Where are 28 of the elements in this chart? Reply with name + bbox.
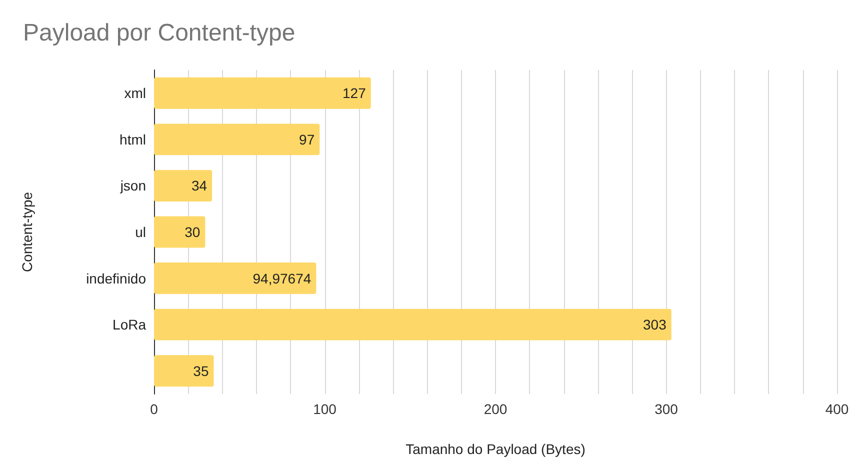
data-label: 35 [193,362,209,379]
bar [154,170,212,202]
data-label: 30 [184,224,200,240]
y-tick-label: indefinido [86,270,146,286]
x-tick-label: 0 [150,401,158,417]
x-axis-title: Tamanho do Payload (Bytes) [406,441,586,457]
data-label: 97 [299,131,315,148]
data-label: 127 [342,85,366,102]
y-tick-label: ul [135,224,146,240]
y-tick-label: html [120,131,146,148]
bar [154,77,371,109]
bar [154,355,214,387]
bar [154,308,672,340]
data-label: 34 [191,178,208,194]
bar [154,262,316,294]
bar [154,216,206,248]
data-label: 94,97674 [252,270,312,286]
chart-title: Payload por Content-type [23,20,296,46]
x-tick-label: 300 [654,401,678,417]
bar [154,124,320,156]
y-tick-label: LoRa [112,316,146,333]
x-tick-label: 400 [825,401,849,417]
x-tick-label: 100 [313,401,337,417]
y-tick-label: xml [124,85,146,102]
y-tick-label: json [119,178,146,194]
y-axis-title: Content-type [19,192,35,272]
x-tick-label: 200 [484,401,508,417]
data-label: 303 [643,316,667,333]
